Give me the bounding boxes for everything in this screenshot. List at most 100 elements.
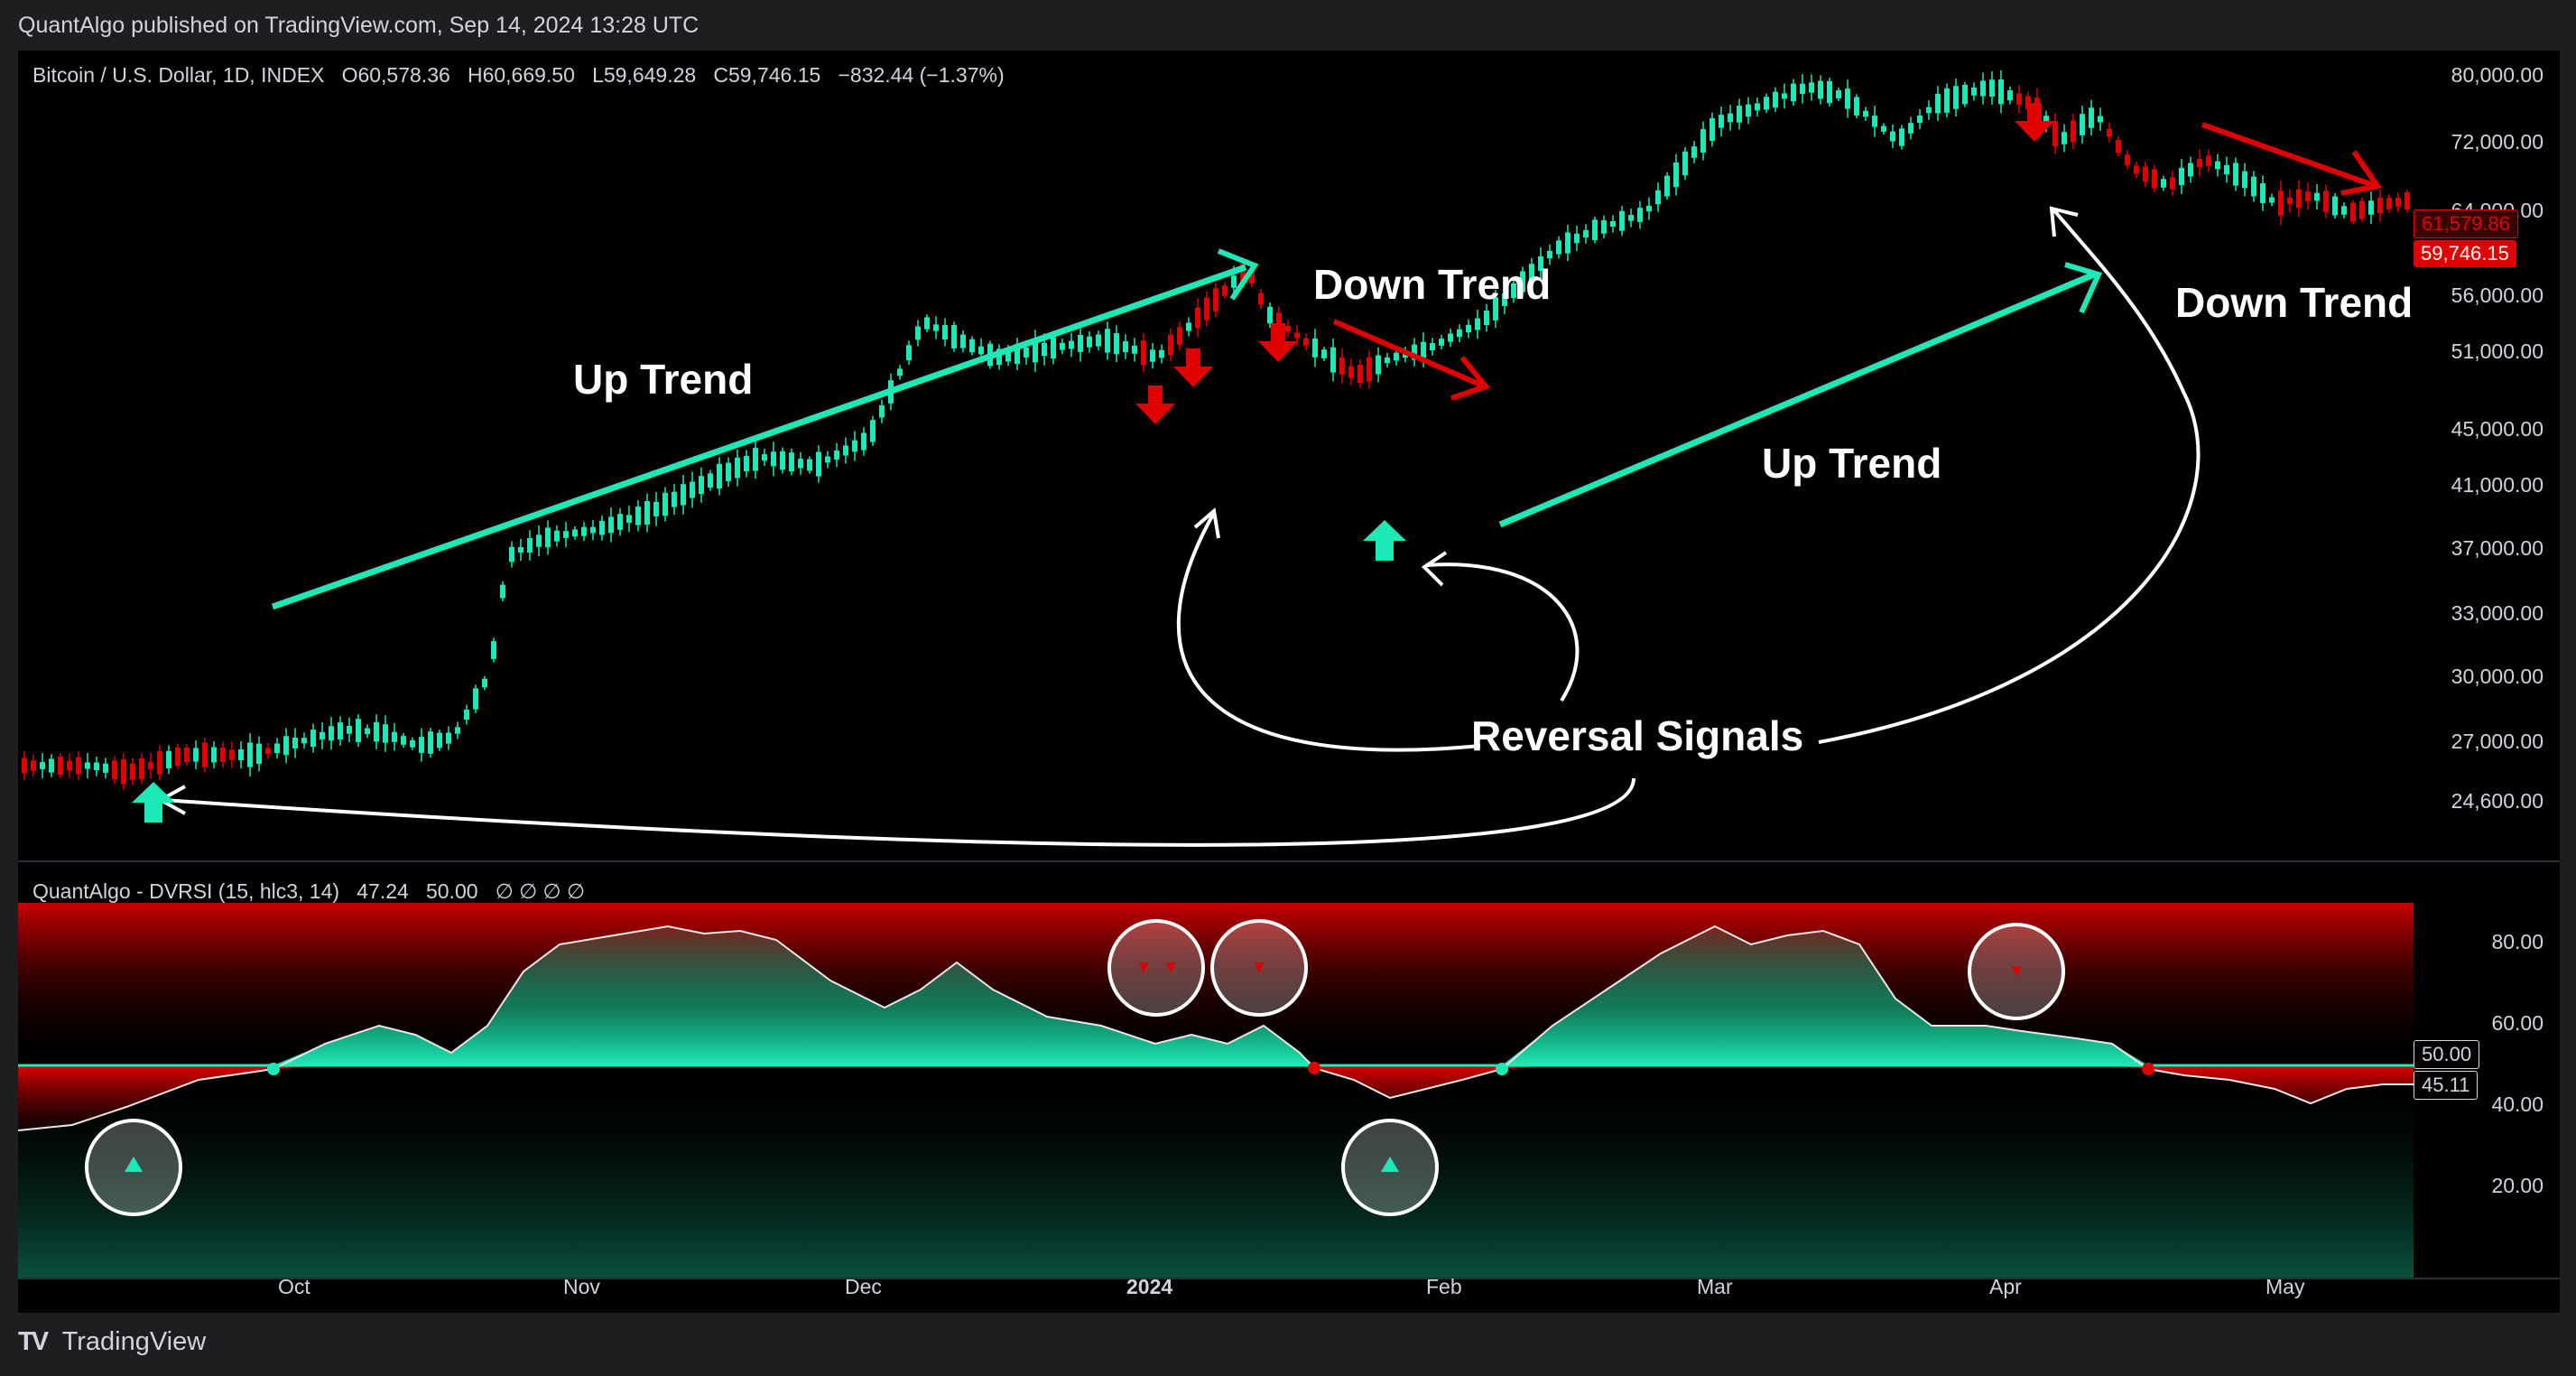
- candle-body: [2377, 197, 2383, 214]
- tradingview-logo[interactable]: TV TradingView: [18, 1327, 206, 1357]
- down-trend-arrow-2: [2201, 122, 2377, 189]
- candle-body: [2107, 128, 2112, 137]
- candle-body: [184, 748, 190, 762]
- candle-body: [365, 728, 370, 735]
- candle-body: [428, 731, 433, 754]
- candle-body: [681, 484, 686, 506]
- candle-body: [1890, 131, 1895, 142]
- candle-body: [130, 763, 135, 780]
- candle-body: [2405, 191, 2410, 209]
- candle-body: [2143, 166, 2148, 182]
- candle-body: [49, 758, 54, 773]
- price-tick: 30,000.00: [2451, 665, 2544, 688]
- candle-body: [1114, 332, 1119, 355]
- candle-body: [455, 727, 460, 734]
- candle-body: [924, 317, 930, 330]
- candle-body: [1944, 88, 1950, 113]
- candle-body: [1664, 175, 1670, 197]
- candle-body: [31, 760, 36, 771]
- candle-body: [500, 584, 505, 599]
- candle-body: [942, 324, 948, 340]
- candle-body: [1105, 329, 1110, 353]
- chart-area[interactable]: Up Trend Down Trend Up Trend Down Trend …: [18, 51, 2560, 1313]
- candle-body: [464, 709, 469, 721]
- time-tick: Oct: [278, 1275, 310, 1298]
- candle-body: [1177, 327, 1182, 345]
- sell-signal-arrow-2: [1173, 349, 1213, 387]
- candle-body: [1385, 357, 1390, 364]
- low-value: L59,649.28: [592, 63, 697, 87]
- candle-body: [545, 527, 551, 548]
- candle-body: [2314, 192, 2320, 201]
- candle-body: [735, 457, 740, 479]
- candle-body: [103, 763, 108, 773]
- candle-body: [166, 750, 171, 768]
- candle-body: [1646, 205, 1652, 212]
- candle-body: [229, 749, 235, 760]
- time-tick: May: [2266, 1275, 2305, 1298]
- candle-body: [2152, 169, 2157, 189]
- candle-body: [1312, 338, 1318, 358]
- up-trend-arrow-1: [271, 264, 1247, 610]
- candle-body: [301, 738, 307, 744]
- candle-body: [870, 420, 876, 442]
- candle-body: [139, 758, 144, 779]
- candle-body: [906, 345, 912, 360]
- indicator-legend[interactable]: QuantAlgo - DVRSI (15, hlc3, 14) 47.24 5…: [32, 879, 585, 904]
- candle-body: [1430, 343, 1435, 350]
- candle-body: [1285, 325, 1291, 332]
- candle-body: [1258, 293, 1264, 305]
- candle-body: [1213, 288, 1219, 311]
- ohlc-legend[interactable]: Bitcoin / U.S. Dollar, 1D, INDEX O60,578…: [32, 63, 1005, 88]
- candle-body: [2125, 154, 2130, 165]
- candle-body: [2016, 93, 2022, 105]
- candle-body: [699, 476, 704, 495]
- candle-body: [1033, 339, 1038, 363]
- time-tick: Apr: [1989, 1275, 2022, 1298]
- candle-body: [202, 742, 208, 767]
- candle-body: [1601, 219, 1607, 234]
- candle-body: [211, 747, 217, 763]
- candle-body: [1466, 324, 1471, 333]
- candle-body: [1700, 129, 1706, 153]
- price-tick: 27,000.00: [2451, 730, 2544, 753]
- candle-body: [1357, 365, 1363, 383]
- time-tick-year: 2024: [1126, 1275, 1173, 1298]
- candle-body: [1926, 107, 1932, 114]
- candle-body: [1123, 340, 1128, 353]
- candle-body: [437, 732, 442, 748]
- price-tick: 56,000.00: [2451, 284, 2544, 307]
- candle-body: [2287, 197, 2293, 205]
- candle-body: [419, 737, 424, 753]
- candle-body: [2188, 163, 2193, 177]
- candle-body: [238, 749, 244, 760]
- cross-dot-4: [2142, 1063, 2154, 1075]
- candle-body: [1845, 88, 1850, 109]
- candle-body: [798, 459, 803, 469]
- candle-body: [310, 730, 316, 748]
- candle-body: [572, 529, 578, 537]
- candle-body: [1330, 347, 1336, 373]
- time-tick: Mar: [1697, 1275, 1733, 1298]
- candle-body: [1728, 113, 1733, 123]
- candle-body: [2323, 191, 2329, 212]
- candle-body: [1628, 215, 1634, 221]
- candle-body: [1448, 333, 1453, 342]
- candle-body: [2278, 191, 2284, 216]
- price-tick: 41,000.00: [2451, 473, 2544, 497]
- candle-body: [1673, 162, 1679, 188]
- candle-body: [1204, 297, 1209, 321]
- callout-arrow-to-jan: [1176, 512, 1481, 752]
- indicator-value-1: 47.24: [357, 879, 409, 903]
- open-value: O60,578.36: [341, 63, 450, 87]
- chart-canvas[interactable]: Up Trend Down Trend Up Trend Down Trend …: [18, 51, 2560, 1313]
- down-trend-arrow-1-head: [1450, 356, 1491, 401]
- candle-body: [1249, 268, 1255, 284]
- candle-body: [2116, 139, 2121, 153]
- symbol-label: Bitcoin / U.S. Dollar, 1D, INDEX: [32, 63, 325, 87]
- cross-dot-3: [1496, 1063, 1508, 1075]
- indicator-tick: 80.00: [2491, 930, 2544, 953]
- candle-body: [915, 326, 921, 340]
- candle-body: [563, 531, 569, 538]
- indicator-tick: 20.00: [2491, 1174, 2544, 1197]
